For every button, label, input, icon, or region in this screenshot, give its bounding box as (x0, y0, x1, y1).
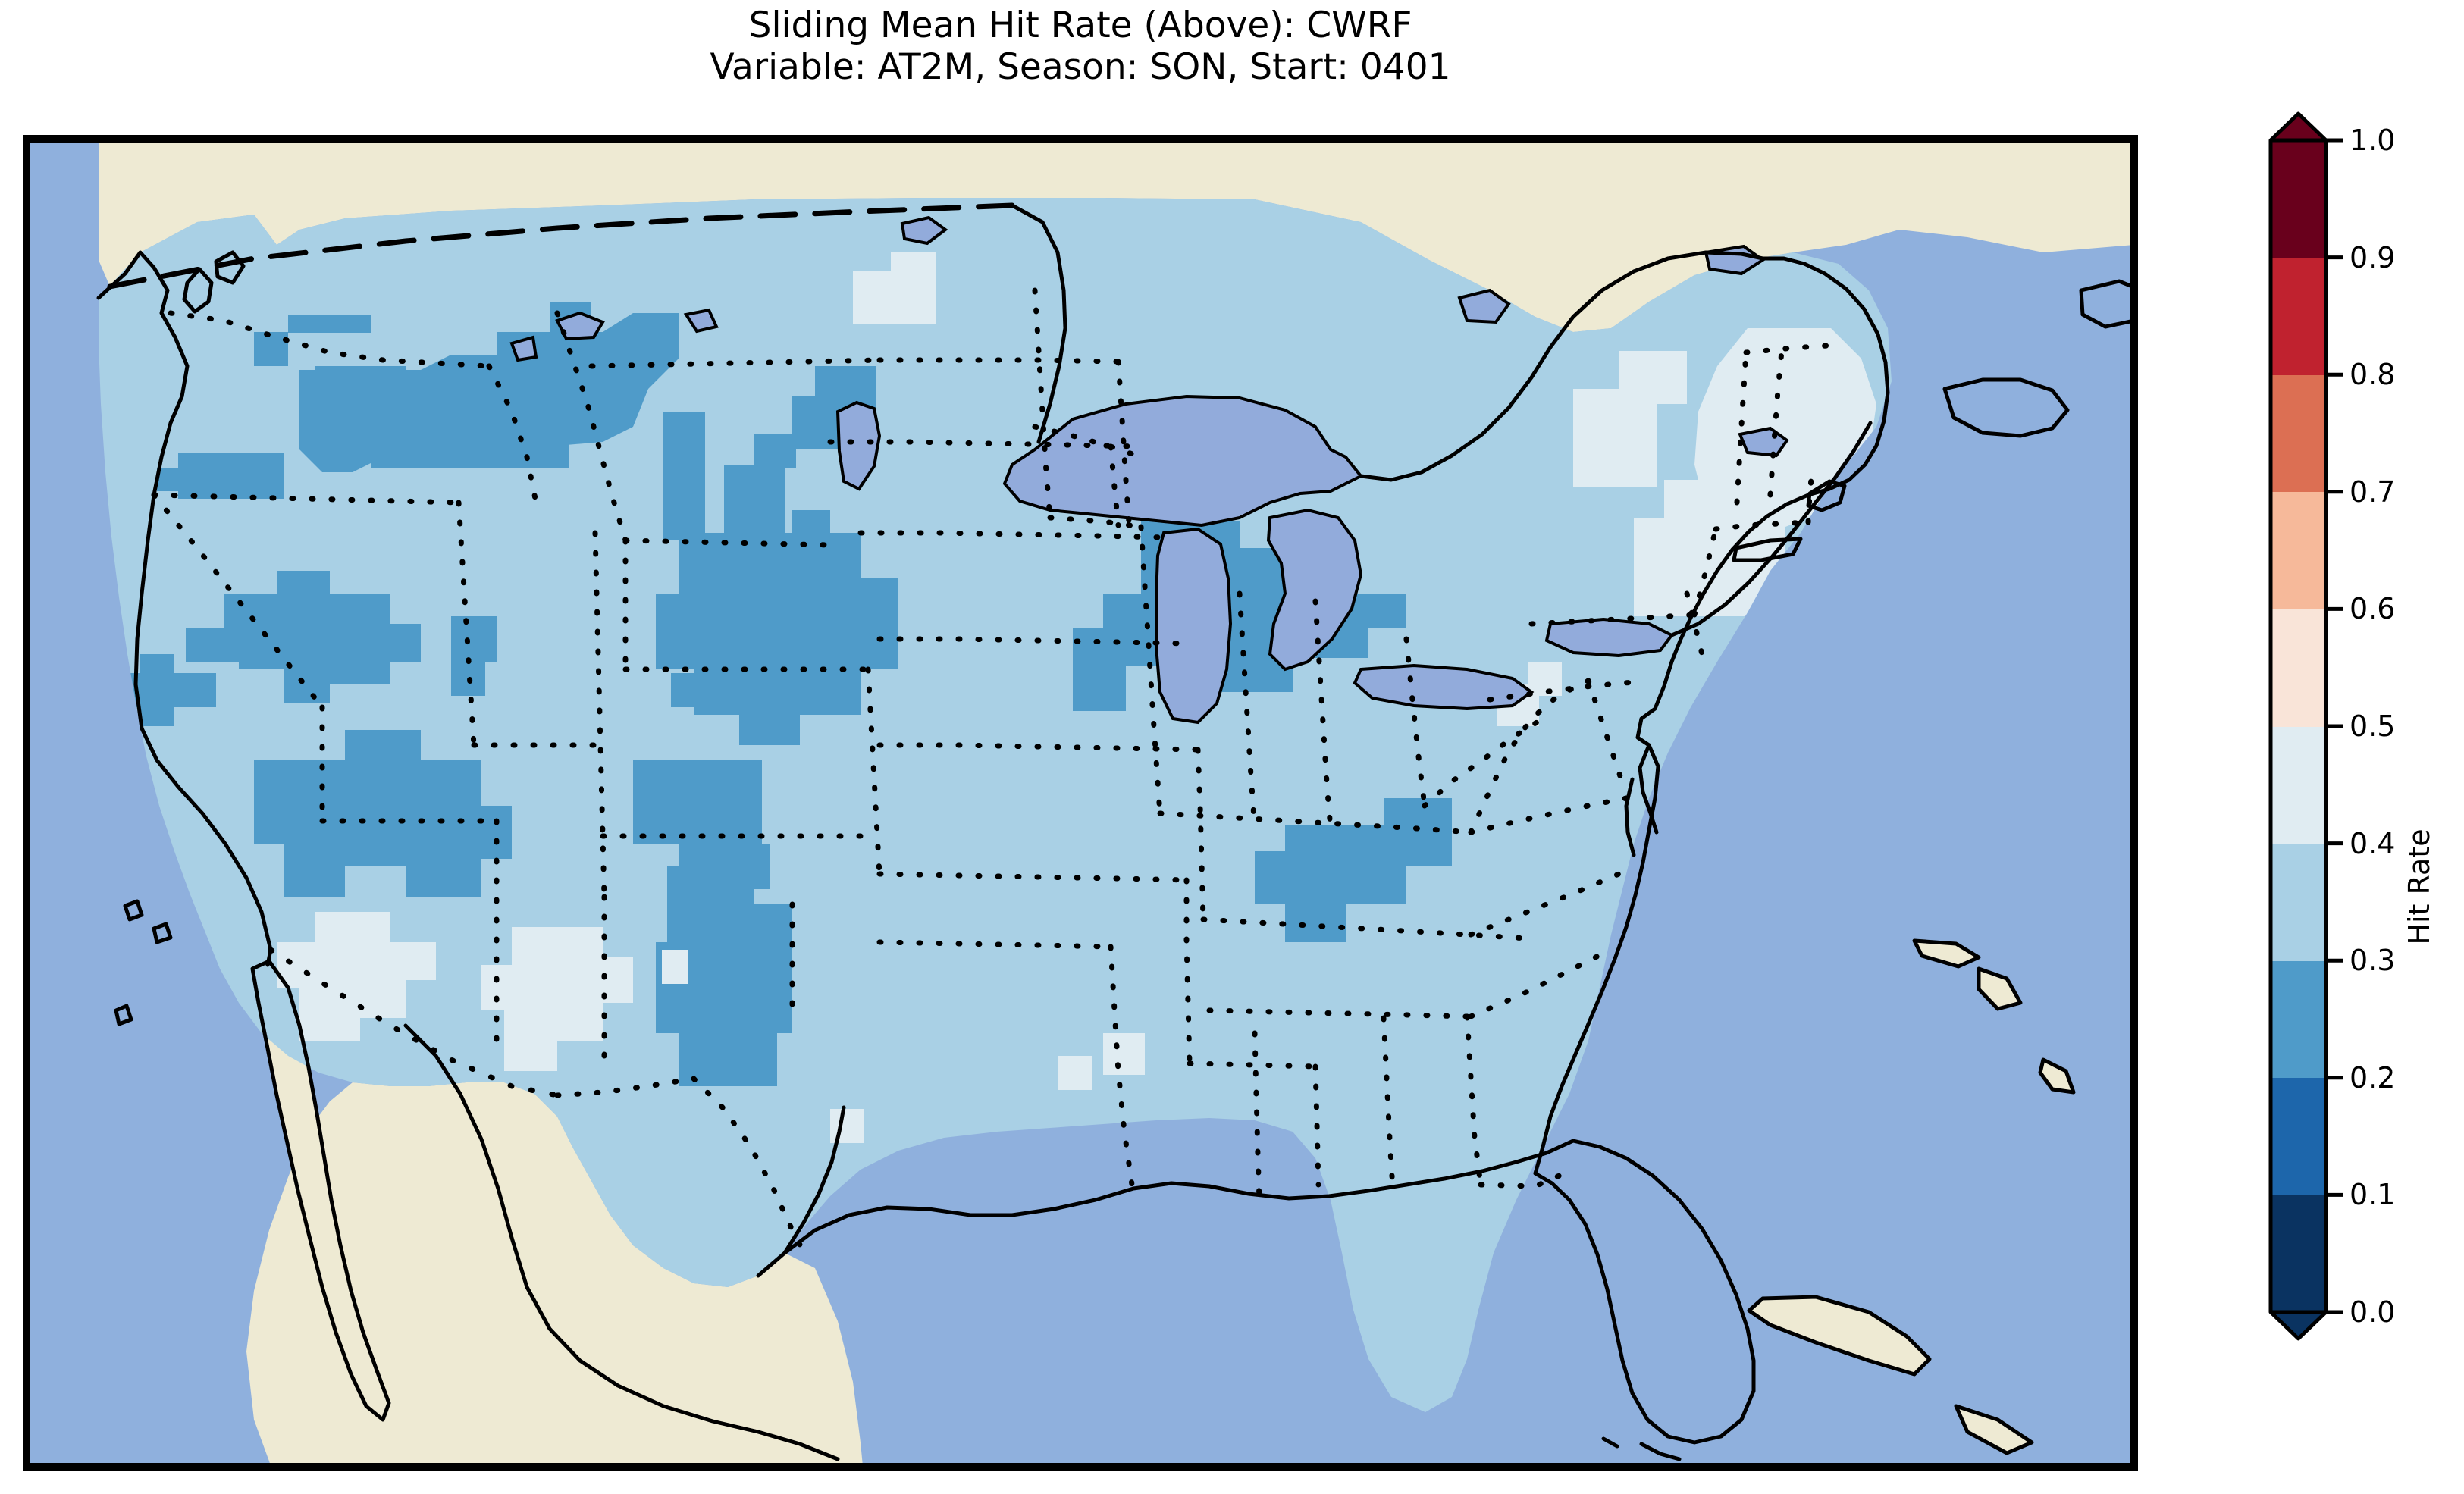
state-borders-layer (151, 287, 1842, 1262)
colorbar-band-0.1-0.2 (2271, 1077, 2326, 1195)
colorbar-band-0.3-0.4 (2271, 843, 2326, 961)
map-panel (23, 135, 2138, 1471)
colorbar-band-0.8-0.9 (2271, 257, 2326, 375)
colorbar-axis-label: Hit Rate (2403, 828, 2436, 945)
great-lakes-layer (509, 215, 1789, 725)
colorbar-band-0.7-0.8 (2271, 374, 2326, 493)
colorbar-tick-label-1.0: 1.0 (2350, 124, 2396, 157)
colorbar-tick-label-0.1: 0.1 (2350, 1178, 2396, 1212)
colorbar-body-outline (2268, 140, 2328, 1312)
colorbar-bands (2271, 140, 2326, 1313)
map-content (27, 139, 2134, 1467)
figure-title: Sliding Mean Hit Rate (Above): CWRF Vari… (0, 5, 2161, 89)
colorbar-tick-label-0.9: 0.9 (2350, 240, 2396, 274)
colorbar-tick-label-0.8: 0.8 (2350, 358, 2396, 392)
colorbar-tick-label-0.5: 0.5 (2350, 709, 2396, 743)
data-cells-band-0.2-0.3 (118, 302, 1452, 1086)
map-svg (27, 139, 2134, 1467)
colorbar-band-0.4-0.5 (2271, 726, 2326, 844)
colorbar-extend-max-arrow (2268, 111, 2328, 143)
title-line-secondary: Variable: AT2M, Season: SON, Start: 0401 (710, 46, 1451, 89)
colorbar-outline (2268, 111, 2343, 1341)
colorbar-tick-label-0.7: 0.7 (2350, 475, 2396, 509)
colorbar-tick-label-0.3: 0.3 (2350, 944, 2396, 978)
colorbar-band-0.0-0.1 (2271, 1195, 2326, 1313)
colorbar-extend-min-arrow (2268, 1310, 2328, 1341)
colorbar-band-0.5-0.6 (2271, 609, 2326, 727)
colorbar-band-0.6-0.7 (2271, 491, 2326, 609)
colorbar-band-0.9-1.0 (2271, 140, 2326, 258)
colorbar-band-0.2-0.3 (2271, 960, 2326, 1079)
colorbar: 1.0 0.9 0.8 0.7 0.6 0.5 0.4 0.3 0.2 0.1 0.0 Hit Ra… (2268, 111, 2460, 1387)
colorbar-tick-label-0.4: 0.4 (2350, 826, 2396, 860)
colorbar-tick-label-0.6: 0.6 (2350, 592, 2396, 626)
colorbar-tick-label-0.0: 0.0 (2350, 1295, 2396, 1329)
title-line-primary: Sliding Mean Hit Rate (Above): CWRF (748, 5, 1412, 46)
colorbar-tick-label-0.2: 0.2 (2350, 1060, 2396, 1095)
